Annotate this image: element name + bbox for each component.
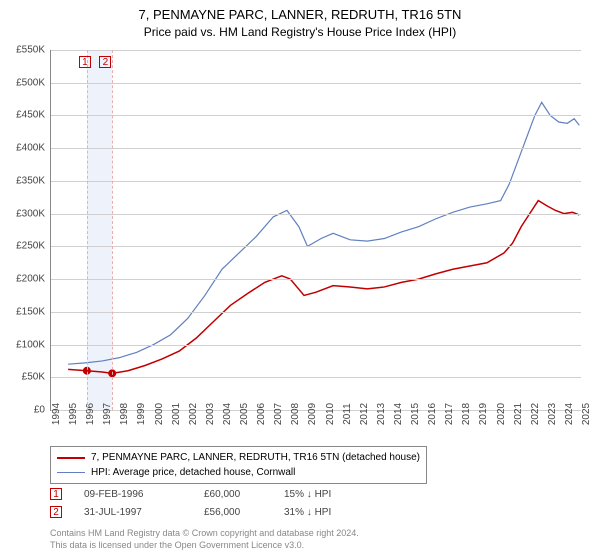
x-axis-label: 2017	[444, 403, 455, 425]
x-axis-label: 2001	[171, 403, 182, 425]
x-axis-label: 2004	[222, 403, 233, 425]
x-axis-label: 1999	[136, 403, 147, 425]
y-axis-label: £250K	[5, 241, 45, 252]
sale-vline	[87, 50, 88, 410]
y-axis-label: £50K	[5, 372, 45, 383]
title-line2: Price paid vs. HM Land Registry's House …	[0, 24, 600, 41]
legend: 7, PENMAYNE PARC, LANNER, REDRUTH, TR16 …	[50, 446, 427, 484]
sale-price-1: £60,000	[204, 489, 284, 500]
x-axis-label: 2013	[376, 403, 387, 425]
x-axis-label: 2010	[325, 403, 336, 425]
x-axis-label: 2002	[188, 403, 199, 425]
sale-price-2: £56,000	[204, 507, 284, 518]
x-axis-label: 2008	[290, 403, 301, 425]
x-axis-label: 2024	[564, 403, 575, 425]
series-hpi	[68, 102, 579, 364]
x-axis-label: 1994	[51, 403, 62, 425]
legend-swatch	[57, 457, 85, 459]
sale-row-2: 2 31-JUL-1997 £56,000 31% ↓ HPI	[50, 506, 374, 518]
y-axis-label: £550K	[5, 45, 45, 56]
chart-title: 7, PENMAYNE PARC, LANNER, REDRUTH, TR16 …	[0, 0, 600, 41]
sale-date-1: 09-FEB-1996	[84, 489, 204, 500]
x-axis-label: 2019	[478, 403, 489, 425]
y-axis-label: £0	[5, 405, 45, 416]
y-axis-label: £100K	[5, 339, 45, 350]
footnote-line2: This data is licensed under the Open Gov…	[50, 540, 359, 552]
y-axis-label: £450K	[5, 110, 45, 121]
x-axis-label: 2020	[496, 403, 507, 425]
legend-label: 7, PENMAYNE PARC, LANNER, REDRUTH, TR16 …	[91, 450, 420, 465]
x-axis-label: 2022	[530, 403, 541, 425]
sale-marker-2: 2	[50, 506, 62, 518]
legend-label: HPI: Average price, detached house, Corn…	[91, 465, 295, 480]
footnote-line1: Contains HM Land Registry data © Crown c…	[50, 528, 359, 540]
chart-svg	[51, 50, 581, 410]
y-axis-label: £350K	[5, 175, 45, 186]
x-axis-label: 2006	[256, 403, 267, 425]
legend-swatch	[57, 472, 85, 473]
x-axis-label: 1995	[68, 403, 79, 425]
x-axis-label: 2023	[547, 403, 558, 425]
x-axis-label: 1998	[119, 403, 130, 425]
x-axis-label: 2012	[359, 403, 370, 425]
x-axis-label: 2018	[461, 403, 472, 425]
chart-marker-label: 1	[79, 56, 91, 68]
sale-date-2: 31-JUL-1997	[84, 507, 204, 518]
sale-delta-2: 31% ↓ HPI	[284, 507, 374, 518]
y-axis-label: £150K	[5, 306, 45, 317]
footnote: Contains HM Land Registry data © Crown c…	[50, 528, 359, 551]
title-line1: 7, PENMAYNE PARC, LANNER, REDRUTH, TR16 …	[0, 6, 600, 24]
x-axis-label: 2025	[581, 403, 592, 425]
y-axis-label: £200K	[5, 274, 45, 285]
x-axis-label: 2003	[205, 403, 216, 425]
sale-row-1: 1 09-FEB-1996 £60,000 15% ↓ HPI	[50, 488, 374, 500]
chart-marker-label: 2	[99, 56, 111, 68]
y-axis-label: £300K	[5, 208, 45, 219]
sale-vline	[112, 50, 113, 410]
legend-row: 7, PENMAYNE PARC, LANNER, REDRUTH, TR16 …	[57, 450, 420, 465]
x-axis-label: 2014	[393, 403, 404, 425]
sale-delta-1: 15% ↓ HPI	[284, 489, 374, 500]
x-axis-label: 2009	[307, 403, 318, 425]
y-axis-label: £500K	[5, 77, 45, 88]
sale-marker-1: 1	[50, 488, 62, 500]
x-axis-label: 2007	[273, 403, 284, 425]
y-axis-label: £400K	[5, 143, 45, 154]
x-axis-label: 2021	[513, 403, 524, 425]
x-axis-label: 2011	[342, 403, 353, 425]
x-axis-label: 2005	[239, 403, 250, 425]
series-property	[68, 201, 579, 374]
legend-row: HPI: Average price, detached house, Corn…	[57, 465, 420, 480]
x-axis-label: 2015	[410, 403, 421, 425]
x-axis-label: 2016	[427, 403, 438, 425]
x-axis-label: 2000	[154, 403, 165, 425]
chart-plot-area: £0£50K£100K£150K£200K£250K£300K£350K£400…	[50, 50, 581, 411]
